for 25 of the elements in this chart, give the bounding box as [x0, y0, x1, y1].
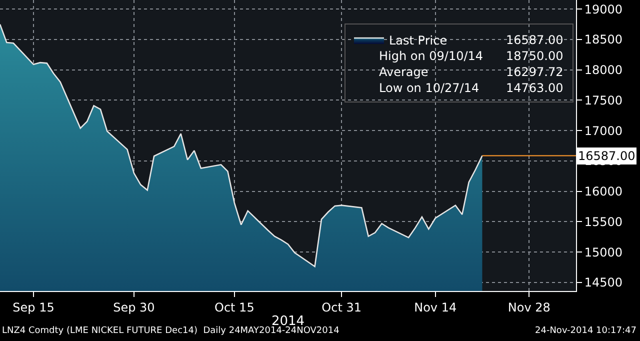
annotation: High on 09/10/14 [379, 49, 484, 63]
x-tick-label: Sep 30 [113, 300, 155, 314]
y-tick-label: 18500 [584, 32, 623, 47]
x-tick-label: Oct 31 [322, 300, 362, 314]
text: 24-Nov-2014 10:17:47 [535, 326, 636, 336]
y-tick-label: 17500 [584, 93, 623, 108]
x-tick-label: Sep 15 [12, 300, 54, 314]
y-tick-label: 16000 [584, 184, 623, 199]
annotation: 16297.72 [506, 65, 564, 79]
annotation: 14763.00 [506, 81, 564, 95]
y-tick-label: 14500 [584, 276, 623, 290]
y-tick-label: 15500 [584, 214, 623, 229]
annotation: Average [379, 65, 428, 79]
y-tick-label: 18000 [584, 63, 623, 78]
x-tick-label: Nov 28 [508, 300, 550, 314]
x-tick-label: Nov 14 [414, 300, 457, 314]
annotation: 16587.00 [506, 33, 564, 47]
y-tick-label: 19000 [584, 2, 623, 16]
annotation: Low on 10/27/14 [379, 81, 480, 95]
x-tick-label: Oct 15 [214, 300, 254, 314]
y-tick-label: 15000 [584, 245, 623, 260]
y-tick-label: 17000 [584, 124, 623, 138]
annotation: 18750.00 [506, 49, 564, 63]
legend-label: Last Price [389, 34, 448, 48]
ref-line-label: 16587.00 [578, 149, 636, 163]
